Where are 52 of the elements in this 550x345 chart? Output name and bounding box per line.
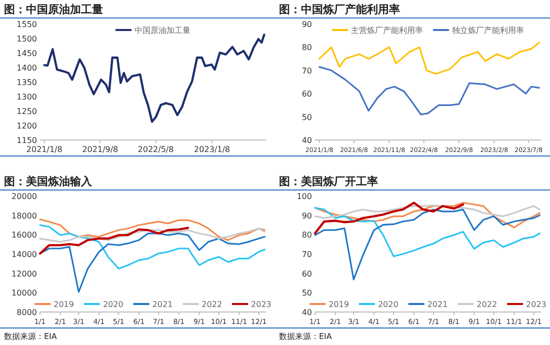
- y-tick-label: 14000: [12, 250, 37, 259]
- x-tick-label: 2022/5/8: [138, 145, 174, 154]
- legend-label: 2021: [427, 300, 448, 309]
- legend-label: 2023: [526, 300, 546, 309]
- chart-title: 图：中国原油加工量: [4, 3, 103, 16]
- y-tick-label: 1400: [16, 64, 37, 72]
- y-tick-label: 90: [302, 211, 312, 220]
- y-tick-label: 1550: [16, 20, 37, 29]
- y-tick-label: 12000: [12, 269, 37, 278]
- y-tick-label: 60: [302, 90, 312, 99]
- y-tick-label: 1150: [16, 136, 37, 145]
- y-tick-label: 1500: [16, 34, 37, 44]
- source-note: 数据来源：EIA: [4, 332, 58, 341]
- y-tick-label: 18000: [12, 211, 37, 220]
- y-tick-label: 70: [302, 66, 312, 76]
- chart-title: 图：美国炼厂开工率: [279, 175, 378, 188]
- legend-label: 2019: [54, 300, 74, 309]
- y-tick-label: 20000: [12, 192, 37, 201]
- chart-title: 图：美国炼油输入: [4, 175, 93, 188]
- legend-label: 中国原油加工量: [134, 26, 190, 35]
- y-tick-label: 60: [302, 269, 312, 278]
- y-tick-label: 80: [302, 43, 312, 52]
- chart-title: 图：中国炼厂产能利用率: [279, 3, 400, 16]
- y-tick-label: 100: [296, 192, 312, 201]
- legend-label: 2019: [328, 300, 349, 309]
- y-tick-label: 40: [302, 308, 312, 317]
- legend-label: 2022: [202, 300, 222, 309]
- y-tick-label: 80: [302, 230, 312, 240]
- legend-label: 主营炼厂产能利用率: [351, 26, 423, 35]
- x-tick-label: 2023/1/8: [194, 145, 230, 154]
- y-tick-label: 1450: [16, 49, 37, 58]
- y-tick-label: 90: [302, 20, 312, 29]
- y-tick-label: 10000: [12, 288, 37, 298]
- y-tick-label: 1350: [16, 78, 37, 87]
- y-tick-label: 8000: [16, 308, 37, 317]
- legend-label: 2020: [378, 300, 398, 309]
- legend-label: 2021: [152, 300, 173, 309]
- y-tick-label: 50: [302, 288, 312, 298]
- y-tick-label: 50: [302, 112, 312, 122]
- y-tick-label: 1200: [16, 122, 37, 130]
- y-tick-label: 1300: [16, 92, 37, 102]
- legend-label: 2023: [251, 300, 272, 309]
- y-tick-label: 70: [302, 250, 312, 259]
- y-tick-label: 1250: [16, 107, 37, 116]
- legend-label: 2022: [476, 300, 498, 309]
- y-tick-label: 16000: [12, 230, 37, 240]
- legend-label: 2020: [102, 300, 124, 309]
- source-note: 数据来源：EIA: [279, 332, 332, 341]
- x-tick-label: 2021/9/8: [82, 145, 118, 154]
- x-tick-label: 2021/1/8: [26, 145, 62, 154]
- legend-label: 独立炼厂产能利用率: [452, 26, 524, 35]
- y-tick-label: 40: [302, 136, 312, 145]
